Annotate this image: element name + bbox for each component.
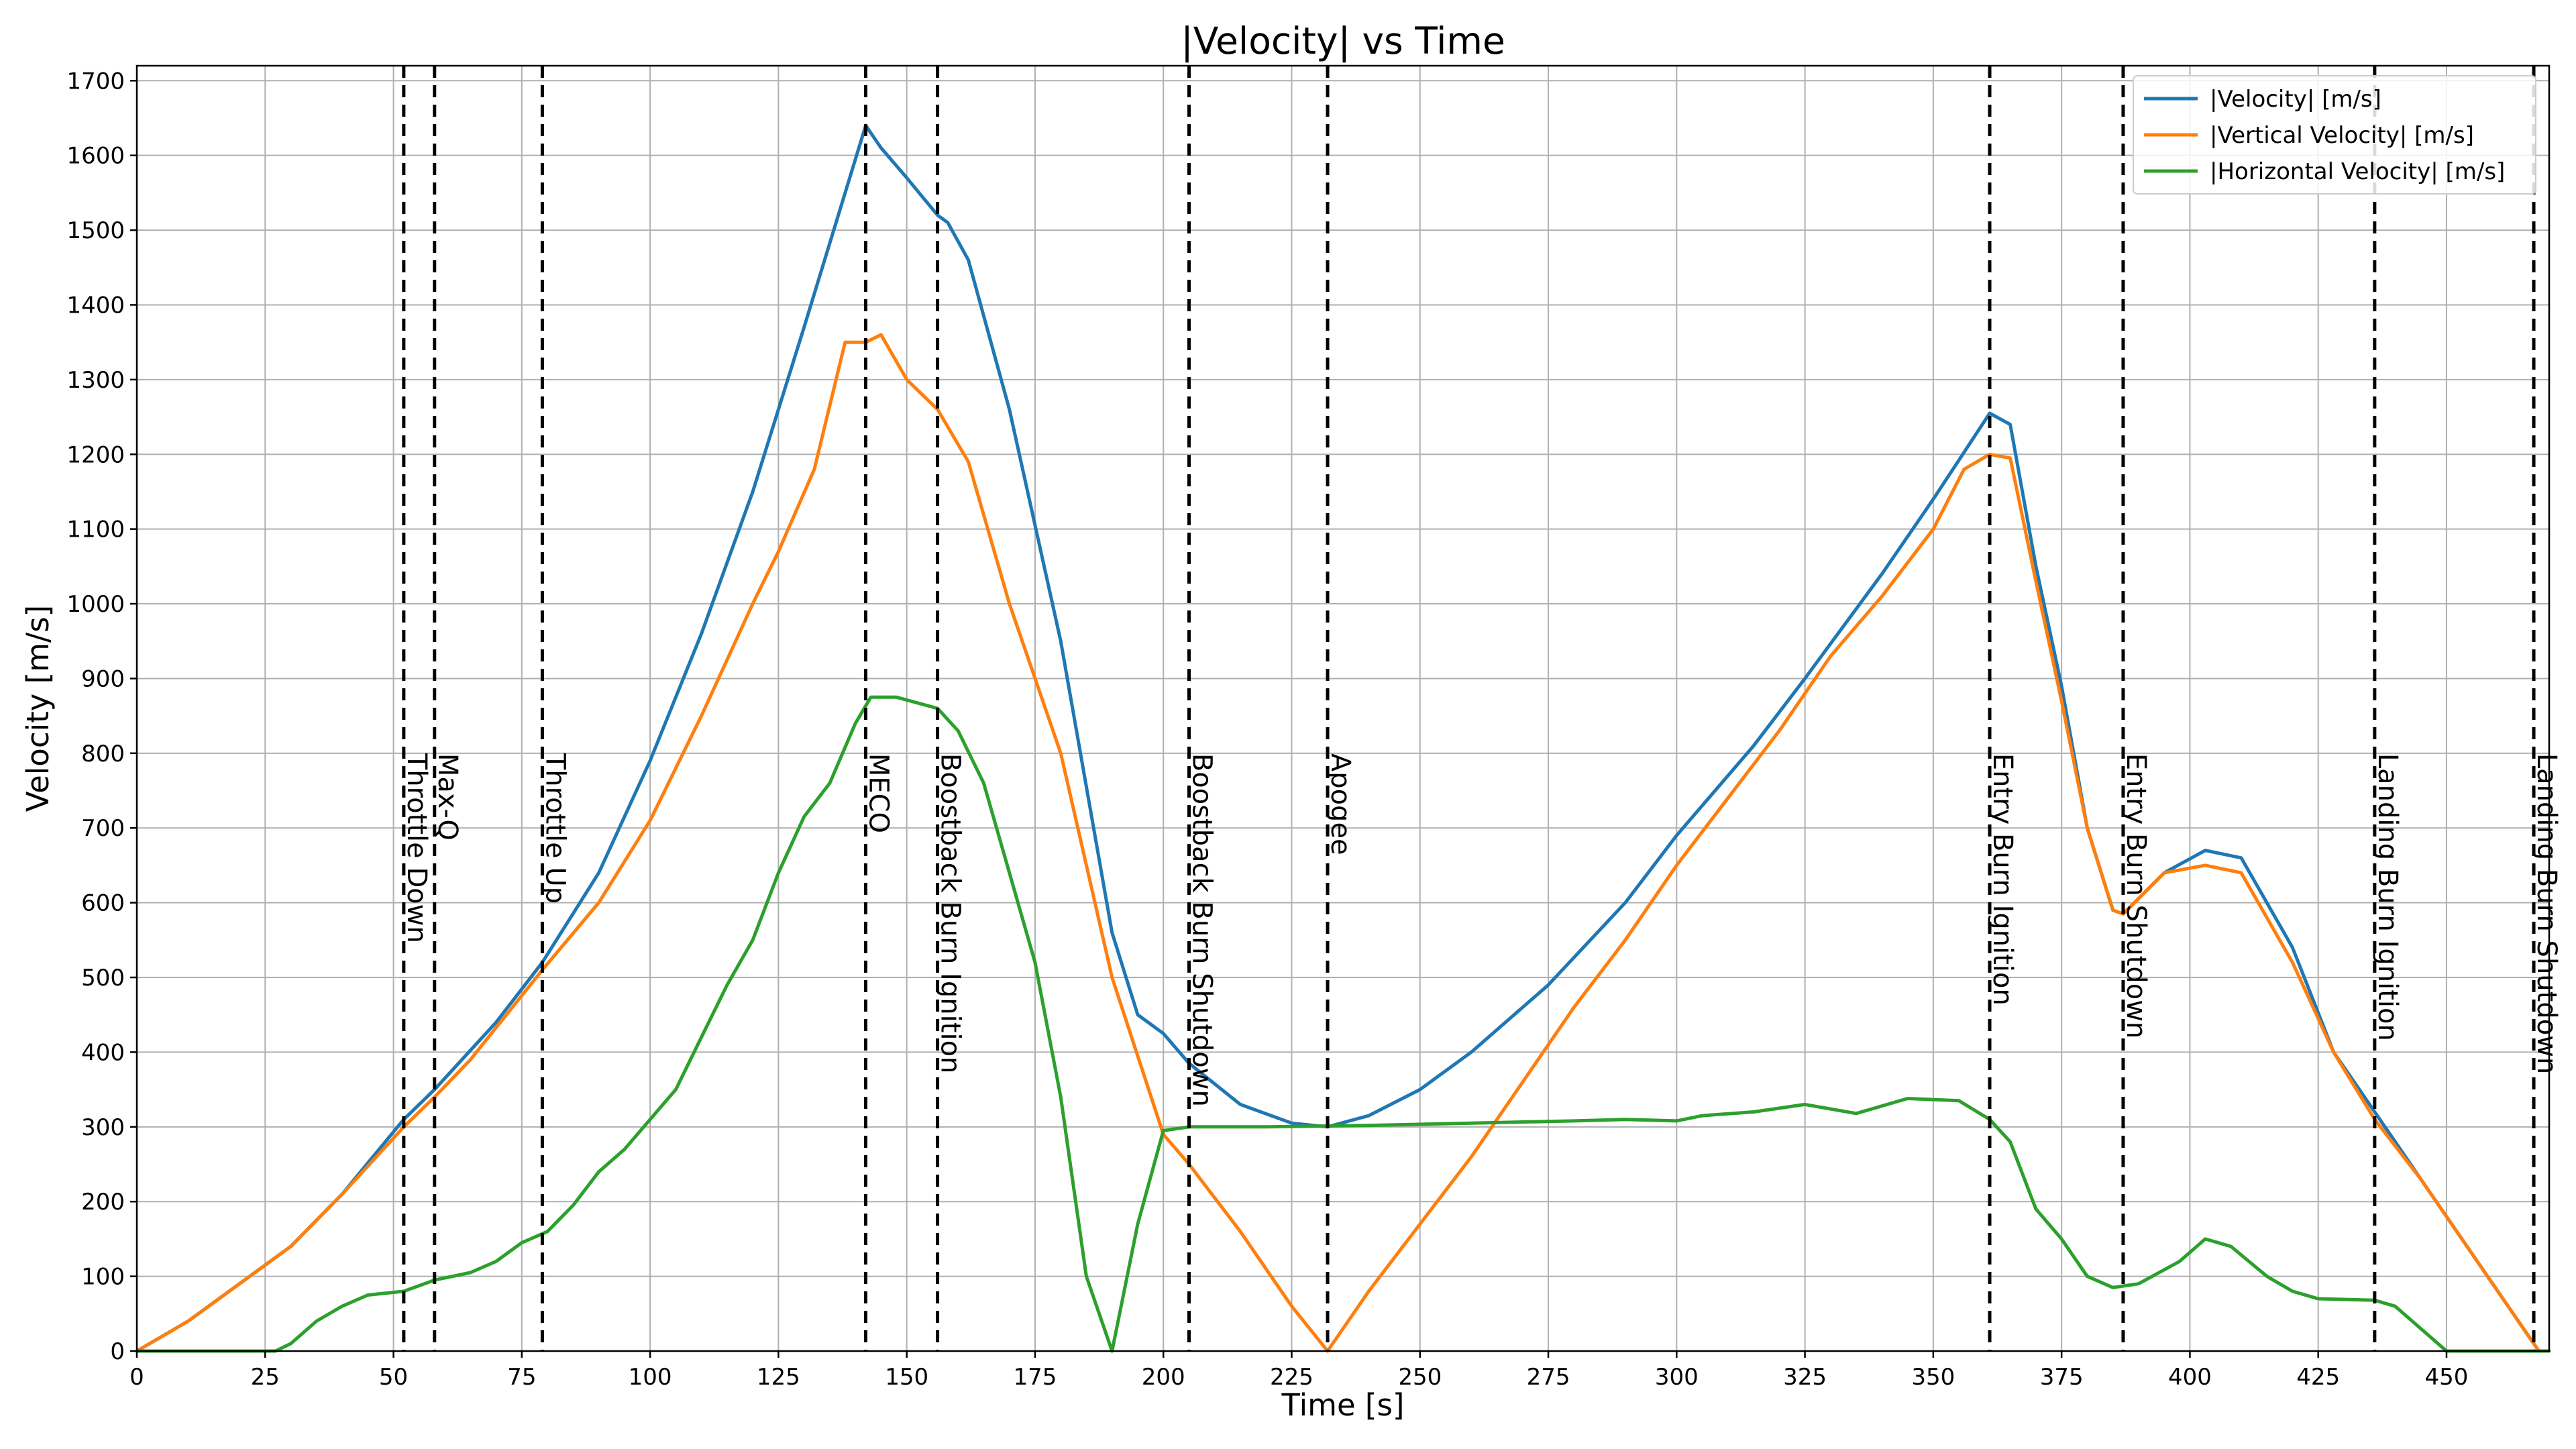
- legend-label: |Vertical Velocity| [m/s]: [2210, 122, 2474, 149]
- y-tick-label: 900: [81, 665, 125, 692]
- event-label: Boostback Burn Shutdown: [1186, 753, 1217, 1107]
- y-tick-label: 1400: [66, 292, 125, 319]
- event-label: Apogee: [1325, 753, 1356, 855]
- x-tick-label: 125: [757, 1364, 800, 1391]
- y-tick-label: 700: [81, 815, 125, 842]
- event-label: Boostback Burn Ignition: [935, 753, 966, 1074]
- y-axis-label: Velocity [m/s]: [20, 605, 56, 812]
- y-tick-label: 0: [110, 1338, 125, 1365]
- x-tick-label: 200: [1142, 1364, 1185, 1391]
- series-layer: [135, 123, 2551, 1353]
- x-tick-label: 75: [507, 1364, 536, 1391]
- series-line-1: [135, 333, 2541, 1353]
- grid-lines: [136, 66, 2549, 1352]
- x-tick-label: 25: [251, 1364, 280, 1391]
- chart-title: |Velocity| vs Time: [1181, 19, 1505, 63]
- legend-label: |Velocity| [m/s]: [2210, 86, 2381, 113]
- event-label: Entry Burn Ignition: [1987, 753, 2018, 1006]
- y-tick-label: 1100: [66, 517, 125, 543]
- x-tick-label: 375: [2040, 1364, 2084, 1391]
- y-tick-label: 1700: [66, 68, 125, 95]
- axis-ticks: 0 25 50 75 100 125 150 175 200 225 250 275 300 325 350…: [66, 68, 2468, 1391]
- y-tick-label: 1200: [66, 441, 125, 468]
- x-tick-label: 325: [1783, 1364, 1827, 1391]
- x-tick-label: 300: [1655, 1364, 1699, 1391]
- legend-box: [2133, 75, 2536, 195]
- x-tick-label: 275: [1527, 1364, 1570, 1391]
- x-tick-label: 425: [2296, 1364, 2340, 1391]
- x-tick-label: 450: [2425, 1364, 2469, 1391]
- y-tick-label: 300: [81, 1114, 125, 1141]
- x-tick-label: 225: [1270, 1364, 1313, 1391]
- y-tick-label: 500: [81, 965, 125, 991]
- y-tick-label: 1000: [66, 591, 125, 618]
- series-line-0: [135, 123, 2541, 1353]
- event-markers: Throttle Down Max-Q Throttle Up MECO Boostba…: [401, 66, 2562, 1351]
- x-tick-label: 0: [129, 1364, 144, 1391]
- x-tick-label: 150: [885, 1364, 928, 1391]
- x-tick-label: 50: [379, 1364, 408, 1391]
- y-tick-label: 600: [81, 890, 125, 917]
- legend-label: |Horizontal Velocity| [m/s]: [2210, 158, 2505, 185]
- event-label: Landing Burn Ignition: [2372, 753, 2403, 1041]
- legend: |Velocity| [m/s] |Vertical Velocity| [m/s…: [2133, 75, 2536, 195]
- y-tick-label: 1300: [66, 367, 125, 394]
- x-tick-label: 250: [1398, 1364, 1442, 1391]
- y-tick-label: 400: [81, 1039, 125, 1066]
- y-tick-label: 800: [81, 741, 125, 767]
- y-tick-label: 100: [81, 1264, 125, 1291]
- x-tick-label: 175: [1013, 1364, 1057, 1391]
- x-axis-label: Time [s]: [1281, 1387, 1405, 1423]
- x-tick-label: 100: [629, 1364, 672, 1391]
- event-label: Throttle Up: [539, 753, 570, 904]
- event-label: MECO: [863, 753, 894, 833]
- y-tick-label: 1500: [66, 217, 125, 244]
- event-label: Throttle Down: [401, 753, 432, 943]
- event-label: Landing Burn Shutdown: [2531, 753, 2562, 1074]
- x-tick-label: 400: [2168, 1364, 2212, 1391]
- event-label: Entry Burn Shutdown: [2121, 753, 2151, 1038]
- y-tick-label: 1600: [66, 143, 125, 170]
- plot-frame: [136, 64, 2551, 1352]
- event-label: Max-Q: [432, 753, 463, 841]
- y-tick-label: 200: [81, 1189, 125, 1216]
- x-tick-label: 350: [1911, 1364, 1955, 1391]
